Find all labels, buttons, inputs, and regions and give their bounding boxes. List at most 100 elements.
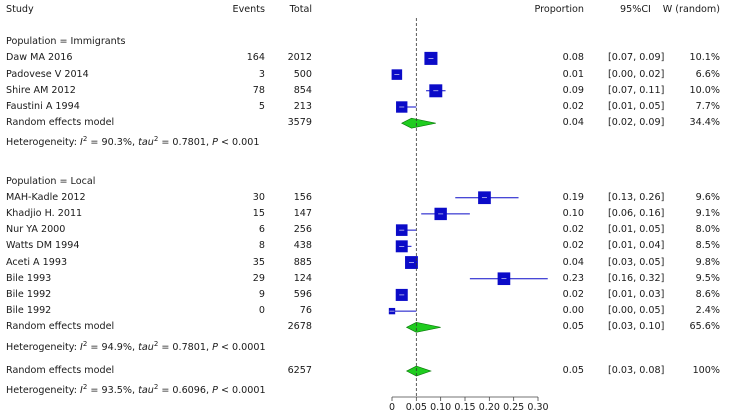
study-proportion: 0.00 <box>562 305 584 317</box>
study-proportion: 0.02 <box>562 288 584 300</box>
study-weight: 8.6% <box>695 288 720 300</box>
header-ci: 95%CI <box>620 4 651 15</box>
study-ci: [0.06, 0.16] <box>608 207 665 219</box>
heterogeneity-prefix: Heterogeneity: <box>6 137 81 149</box>
heterogeneity-tau-val: = 0.7801, <box>158 137 213 149</box>
summary-weight: 34.4% <box>689 117 720 129</box>
superscript-two: 2 <box>153 339 159 348</box>
x-tick-label: 0.20 <box>479 402 500 413</box>
heterogeneity-i2-sym: I <box>80 137 83 149</box>
study-row: Daw MA 2016 164 2012 0.08 [0.07, 0.09] 10.1% <box>0 50 736 66</box>
x-tick-label: 0 <box>389 402 395 413</box>
heterogeneity-tau-sym: tau <box>138 385 154 397</box>
study-row: Khadjio H. 2011 15 147 0.10 [0.06, 0.16] 9.1% <box>0 206 736 222</box>
study-row: Nur YA 2000 6 256 0.02 [0.01, 0.05] 8.0% <box>0 222 736 238</box>
heterogeneity-prefix: Heterogeneity: <box>6 341 81 353</box>
heterogeneity-p-sym: P <box>212 137 218 149</box>
superscript-two: 2 <box>82 339 88 348</box>
heterogeneity-p-val: < 0.001 <box>217 137 260 149</box>
superscript-two: 2 <box>82 383 88 392</box>
superscript-two: 2 <box>153 135 159 144</box>
study-total: 854 <box>293 84 312 96</box>
study-weight: 6.6% <box>695 68 720 80</box>
study-total: 156 <box>293 191 312 203</box>
study-ci: [0.13, 0.26] <box>608 191 665 203</box>
study-weight: 9.6% <box>695 191 720 203</box>
study-events: 5 <box>258 101 265 112</box>
heterogeneity-tau-val: = 0.7801, <box>158 341 213 353</box>
x-tick-label: 0.25 <box>503 402 524 413</box>
study-proportion: 0.19 <box>562 191 584 203</box>
heterogeneity-row: Heterogeneity: I2 = 93.5%, tau2 = 0.6096… <box>0 379 736 397</box>
study-ci: [0.01, 0.04] <box>608 240 665 252</box>
summary-label: Random effects model <box>6 321 115 333</box>
heterogeneity-tau-sym: tau <box>138 341 154 353</box>
study-events: 8 <box>258 240 265 252</box>
overall-summary-total: 6257 <box>287 365 312 377</box>
summary-row: Random effects model 2678 0.05 [0.03, 0.10]… <box>0 319 736 335</box>
heterogeneity-p-val: < 0.0001 <box>217 385 266 397</box>
x-tick-label: 0.10 <box>430 402 451 413</box>
study-name: Aceti A 1993 <box>6 256 68 268</box>
study-name: Daw MA 2016 <box>6 52 73 64</box>
study-ci: [0.07, 0.11] <box>608 84 665 96</box>
study-proportion: 0.01 <box>562 68 584 80</box>
study-weight: 9.8% <box>695 256 720 268</box>
study-name: Faustini A 1994 <box>6 101 80 112</box>
study-total: 213 <box>293 101 312 112</box>
heterogeneity-text: Heterogeneity: I2 = 90.3%, tau2 = 0.7801… <box>6 131 260 151</box>
summary-total: 3579 <box>287 117 312 129</box>
study-name: Shire AM 2012 <box>6 84 76 96</box>
study-proportion: 0.09 <box>562 84 584 96</box>
x-tick-label: 0.30 <box>527 402 548 413</box>
study-row: Bile 1992 9 596 0.02 [0.01, 0.03] 8.6% <box>0 287 736 303</box>
summary-diamond <box>401 117 436 129</box>
study-row: MAH-Kadle 2012 30 156 0.19 [0.13, 0.26] 9.6% <box>0 190 736 206</box>
study-row: Shire AM 2012 78 854 0.09 [0.07, 0.11] 10.0% <box>0 83 736 99</box>
header-study: Study <box>6 4 34 15</box>
x-tick-label: 0.05 <box>406 402 427 413</box>
header-weight: W (random) <box>662 4 720 15</box>
heterogeneity-i2-val: = 90.3%, <box>87 137 139 149</box>
study-name: Bile 1993 <box>6 272 52 284</box>
study-weight: 2.4% <box>695 305 720 317</box>
heterogeneity-i2-sym: I <box>80 341 83 353</box>
heterogeneity-i2-val: = 93.5%, <box>87 385 139 397</box>
heterogeneity-prefix: Heterogeneity: <box>6 385 81 397</box>
study-total: 147 <box>293 207 312 219</box>
study-ci: [0.00, 0.05] <box>608 305 665 317</box>
study-events: 164 <box>246 52 265 64</box>
heterogeneity-p-sym: P <box>212 385 218 397</box>
x-tick-label: 0.15 <box>454 402 475 413</box>
heterogeneity-p-sym: P <box>212 341 218 353</box>
header-events: Events <box>232 4 265 15</box>
study-ci: [0.03, 0.05] <box>608 256 665 268</box>
study-row: Padovese V 2014 3 500 0.01 [0.00, 0.02] 6.6% <box>0 67 736 83</box>
overall-summary-weight: 100% <box>692 365 720 377</box>
heterogeneity-p-val: < 0.0001 <box>217 341 266 353</box>
summary-weight: 65.6% <box>689 321 720 333</box>
study-weight: 9.5% <box>695 272 720 284</box>
summary-diamond <box>405 322 441 333</box>
overall-summary-proportion: 0.05 <box>562 365 584 377</box>
heterogeneity-text: Heterogeneity: I2 = 94.9%, tau2 = 0.7801… <box>6 336 266 356</box>
study-weight: 7.7% <box>695 101 720 112</box>
study-proportion: 0.23 <box>562 272 584 284</box>
heterogeneity-i2-sym: I <box>80 385 83 397</box>
study-total: 500 <box>293 68 312 80</box>
header-proportion: Proportion <box>534 4 584 15</box>
study-events: 6 <box>258 224 265 236</box>
study-proportion: 0.02 <box>562 240 584 252</box>
study-total: 438 <box>293 240 312 252</box>
study-events: 9 <box>258 288 265 300</box>
study-row: Bile 1993 29 124 0.23 [0.16, 0.32] 9.5% <box>0 271 736 287</box>
study-events: 35 <box>252 256 265 268</box>
group-header-row: Population = Immigrants <box>0 34 736 50</box>
study-row: Faustini A 1994 5 213 0.02 [0.01, 0.05] 7.7% <box>0 99 736 115</box>
summary-ci: [0.02, 0.09] <box>608 117 665 129</box>
summary-label: Random effects model <box>6 117 115 129</box>
superscript-two: 2 <box>153 383 159 392</box>
study-total: 256 <box>293 224 312 236</box>
group-label: Population = Local <box>6 175 96 187</box>
